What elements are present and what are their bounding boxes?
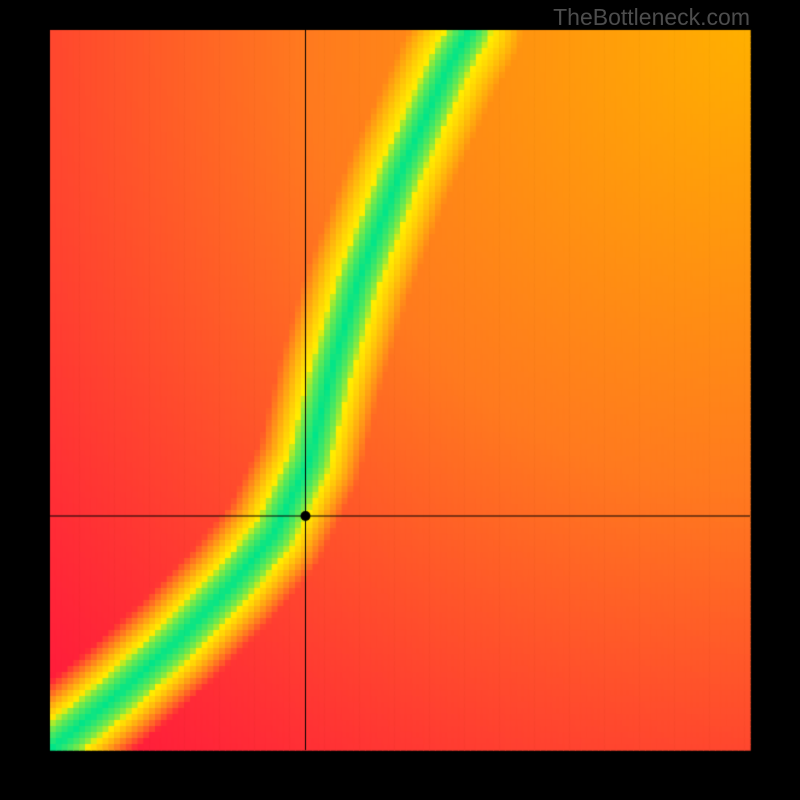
heatmap-canvas xyxy=(0,0,800,800)
watermark-text: TheBottleneck.com xyxy=(553,4,750,31)
chart-container: TheBottleneck.com xyxy=(0,0,800,800)
